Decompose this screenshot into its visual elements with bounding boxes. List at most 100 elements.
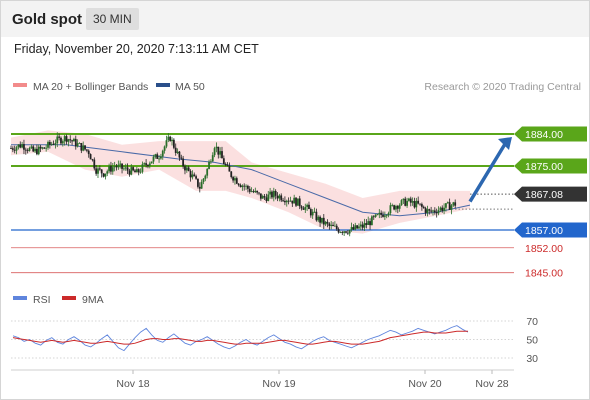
candle-bearish [332,224,334,227]
candle-bullish [443,207,445,211]
candle-bearish [24,149,27,151]
candle-bearish [239,185,242,188]
research-credit: Research © 2020 Trading Central [424,81,581,93]
candle-bearish [19,144,22,148]
candle-bullish [215,146,218,149]
candle-bearish [71,140,73,142]
candle-bearish [315,211,318,221]
candle-bullish [306,204,309,207]
candle-bearish [428,209,431,211]
candle-bullish [154,154,157,157]
candle-bullish [330,224,333,226]
candle-bearish [300,206,303,209]
candle-bearish [43,147,46,149]
candle-bullish [289,200,292,202]
candle-bullish [200,181,203,189]
candle-bullish [437,210,440,214]
candle-bearish [319,216,321,223]
candle-bearish [184,166,186,171]
candle-bullish [37,146,40,155]
bollinger-band-fill [11,130,470,234]
candle-bullish [54,143,57,145]
candle-bullish [165,140,168,147]
candle-bearish [259,193,262,199]
candle-bullish [411,201,414,203]
level-label-minor_support: 1845.00 [525,268,563,280]
candle-bearish [217,146,220,155]
candle-bullish [293,197,296,204]
candle-bearish [448,202,451,210]
level-label-support: 1857.00 [525,225,563,237]
candle-bearish [322,217,325,225]
current-price-label: 1867.08 [525,189,563,201]
candle-bearish [372,216,375,218]
candle-bullish [450,205,453,210]
forecast-arrow-head [498,137,512,150]
candle-bearish [89,154,92,160]
candle-bullish [204,175,207,179]
candle-bullish [148,163,151,166]
candle-bullish [56,136,59,144]
candle-bullish [158,158,160,160]
candle-bearish [11,148,14,150]
candle-bullish [387,213,390,216]
candle-bullish [209,161,212,163]
candle-bearish [134,170,136,173]
candle-bullish [354,225,357,230]
candle-bearish [180,157,183,159]
candle-bearish [258,192,260,194]
candle-bullish [122,168,125,170]
rsi-line [12,325,469,352]
candle-bullish [185,167,188,171]
candle-bearish [93,159,96,169]
candle-bearish [80,143,83,151]
candle-bullish [359,224,362,227]
candle-bearish [276,195,279,199]
candle-bullish [206,168,209,176]
candle-bearish [282,200,284,202]
candle-bullish [426,209,429,213]
candle-bearish [256,190,259,193]
candle-bearish [235,178,238,184]
bollinger-bands [11,130,470,234]
candle-bullish [152,156,155,162]
candle-bearish [193,174,196,177]
candle-bearish [271,191,273,198]
candle-bullish [15,147,18,151]
candle-bearish [393,205,396,210]
candle-bearish [110,166,112,172]
candle-bullish [363,223,366,228]
candle-bearish [65,136,68,142]
candle-bearish [156,154,159,159]
candle-bullish [408,198,410,201]
candle-bullish [104,173,107,177]
candle-bullish [50,143,53,145]
candle-bearish [248,188,251,192]
candle-bearish [302,208,305,210]
candle-bearish [252,191,255,193]
candle-bearish [128,170,131,175]
rsi-ma-line [12,330,468,345]
timeframe-badge[interactable]: 30 MIN [86,8,139,30]
candle-bearish [23,144,25,150]
candle-bullish [395,205,397,210]
candle-bullish [311,211,314,216]
candle-bearish [121,163,123,169]
candle-bearish [284,200,286,203]
level-labels: 1884.00 1875.00 1857.00 1852.00 1845.00 1867.… [514,126,587,280]
candle-bearish [396,205,399,209]
candle-bearish [326,221,329,224]
candle-bullish [34,148,36,152]
candle-bullish [367,221,370,225]
candle-bearish [87,150,90,155]
candle-bearish [147,164,149,166]
candle-bearish [13,149,16,151]
candle-bullish [213,148,216,156]
candle-bullish [385,215,388,217]
level-tag-resistance [514,126,587,142]
candle-bearish [345,231,347,233]
rsi-tick-label: 50 [526,335,538,347]
ma50-path [11,144,471,217]
candle-bearish [10,148,12,150]
